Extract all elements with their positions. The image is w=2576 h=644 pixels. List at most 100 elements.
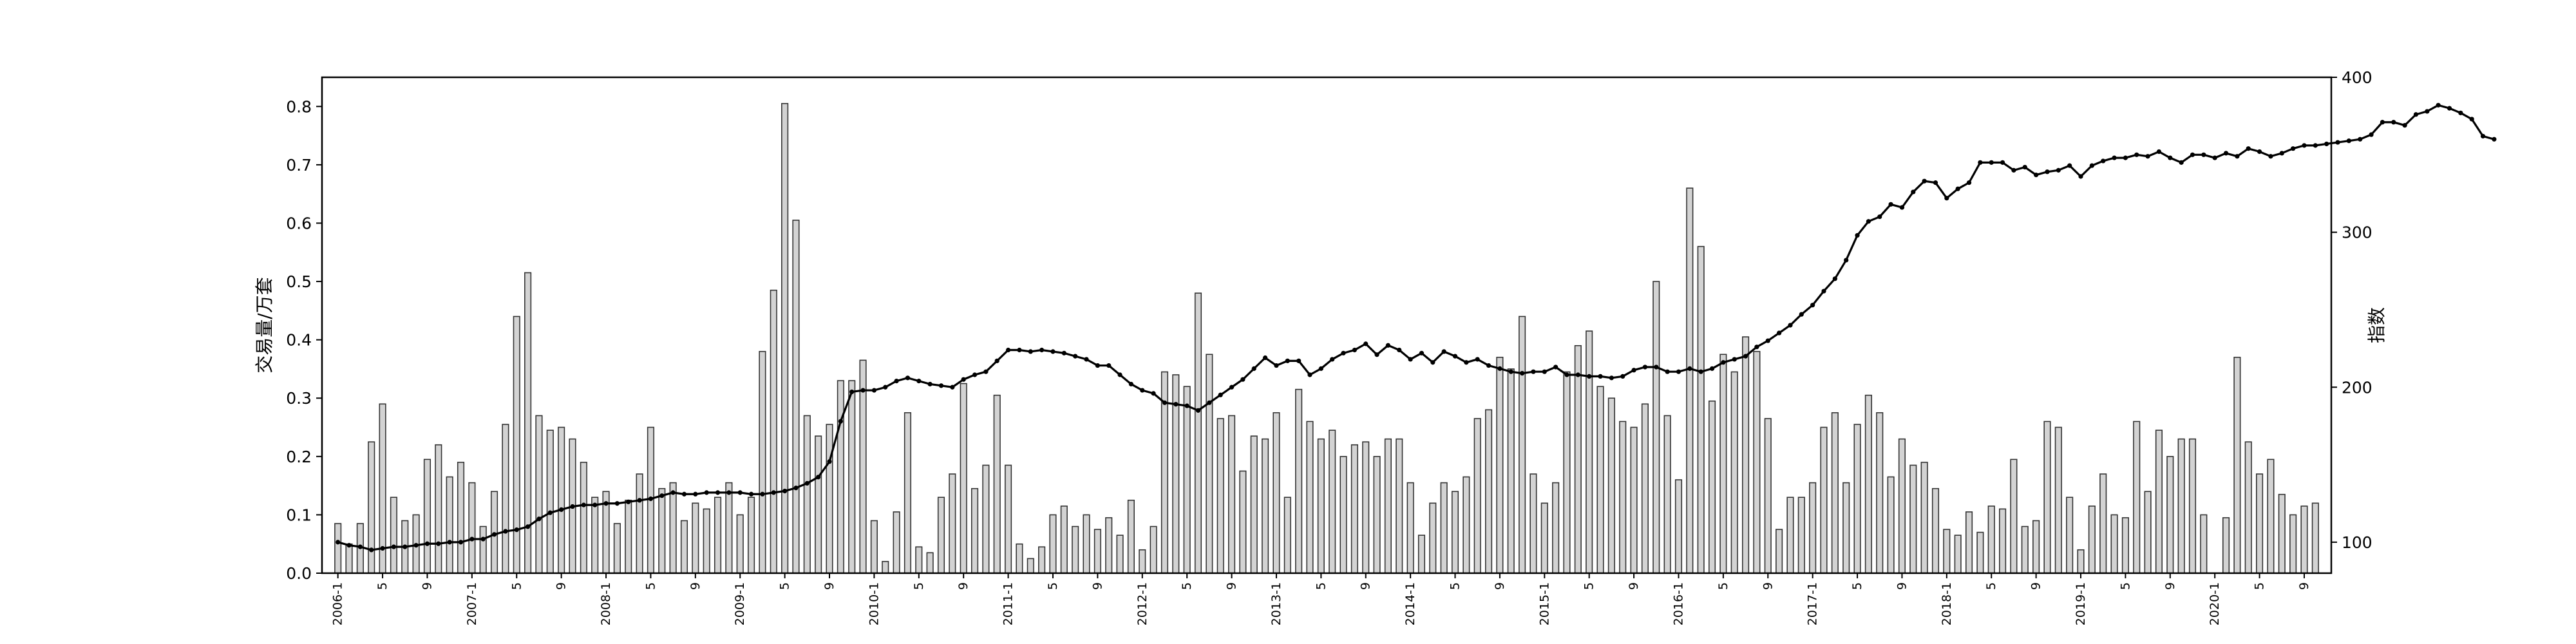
index-point-127	[1754, 345, 1759, 350]
index-point-83	[1262, 355, 1268, 361]
bar-151	[2021, 526, 2029, 574]
index-point-41	[793, 486, 799, 491]
bar-62	[1027, 558, 1034, 574]
left-tick-label-4: 0.4	[286, 331, 312, 350]
index-point-52	[916, 379, 922, 384]
bar-53	[926, 552, 934, 574]
index-point-120	[1676, 369, 1681, 374]
left-tick-label-7: 0.7	[286, 156, 312, 175]
bar-118	[1653, 281, 1660, 574]
index-point-162	[2145, 154, 2150, 159]
index-point-68	[1095, 363, 1100, 368]
bar-49	[882, 561, 889, 574]
index-point-65	[1061, 350, 1066, 355]
bar-142	[1920, 462, 1928, 574]
index-point-6	[402, 544, 408, 549]
right-tick-label-1: 200	[2342, 378, 2372, 397]
index-point-133	[1821, 289, 1826, 294]
bar-133	[1820, 426, 1828, 574]
right-tick-label-0: 100	[2342, 533, 2372, 552]
x-tick-label-32: 9	[1761, 582, 1775, 590]
bar-77	[1194, 292, 1202, 574]
index-point-109	[1553, 365, 1558, 370]
x-tick-label-0: 2006-1	[331, 582, 345, 625]
index-point-16	[514, 527, 519, 533]
bar-136	[1853, 424, 1861, 574]
bar-33	[703, 508, 710, 574]
x-tick-label-41: 9	[2163, 582, 2177, 590]
index-point-14	[491, 532, 497, 537]
x-tick-label-14: 9	[956, 582, 971, 590]
bar-157	[2088, 506, 2096, 574]
index-point-9	[436, 541, 441, 546]
index-point-100	[1452, 354, 1458, 359]
bar-130	[1786, 497, 1794, 574]
index-point-173	[2268, 154, 2273, 159]
x-tick-label-37: 5	[1984, 582, 1998, 590]
bar-149	[1999, 508, 2007, 574]
x-tick-label-4: 5	[509, 582, 524, 590]
index-point-139	[1888, 202, 1893, 207]
index-point-78	[1207, 400, 1212, 405]
index-point-167	[2201, 152, 2206, 157]
bar-97	[1417, 535, 1426, 574]
index-point-193	[2492, 137, 2497, 142]
bar-160	[2121, 517, 2129, 574]
index-point-158	[2101, 158, 2106, 164]
bar-131	[1797, 497, 1805, 574]
bar-105	[1507, 368, 1515, 574]
index-point-69	[1106, 363, 1112, 368]
left-axis: 0.0 0.1 0.2 0.3 0.4 0.5 0.6 0.7 0.8	[286, 97, 322, 583]
x-tick-label-15: 2011-1	[1001, 582, 1016, 625]
left-tick-label-8: 0.8	[286, 97, 312, 116]
index-point-187	[2425, 109, 2430, 114]
bar-121	[1686, 187, 1694, 574]
bar-8	[423, 459, 431, 574]
x-tick-label-9: 2009-1	[733, 582, 747, 625]
index-point-116	[1631, 368, 1636, 373]
bar-19	[546, 430, 554, 574]
bar-119	[1663, 415, 1671, 574]
index-point-164	[2168, 155, 2173, 160]
index-point-104	[1497, 366, 1502, 371]
index-point-64	[1050, 349, 1056, 354]
bar-122	[1697, 245, 1705, 574]
bar-171	[2244, 441, 2252, 574]
index-point-140	[1899, 205, 1905, 210]
bar-25	[613, 523, 621, 574]
index-point-54	[938, 383, 944, 388]
bar-23	[591, 497, 599, 574]
bar-114	[1607, 397, 1615, 574]
bar-158	[2099, 473, 2107, 574]
bar-167	[2200, 514, 2208, 574]
bar-102	[1473, 418, 1481, 574]
index-point-165	[2179, 160, 2184, 165]
index-point-126	[1743, 354, 1748, 359]
bar-44	[826, 424, 833, 574]
index-point-84	[1274, 363, 1279, 368]
bar-177	[2311, 502, 2319, 574]
index-point-175	[2291, 146, 2296, 151]
index-point-160	[2123, 155, 2128, 160]
index-point-122	[1698, 369, 1703, 374]
index-point-184	[2391, 120, 2396, 125]
index-point-91	[1352, 347, 1357, 353]
index-point-50	[894, 379, 899, 384]
bar-117	[1641, 403, 1649, 574]
index-point-40	[782, 488, 788, 494]
bar-65	[1060, 506, 1068, 574]
index-point-25	[614, 501, 620, 506]
index-point-44	[827, 459, 832, 464]
bar-60	[1005, 464, 1012, 574]
x-tick-label-31: 5	[1716, 582, 1730, 590]
x-tick-label-7: 5	[643, 582, 658, 590]
index-point-19	[547, 510, 553, 515]
index-point-119	[1665, 369, 1670, 374]
index-point-86	[1296, 358, 1302, 363]
index-point-138	[1877, 214, 1882, 220]
index-point-125	[1732, 357, 1737, 362]
index-point-161	[2134, 152, 2139, 157]
index-point-172	[2257, 149, 2262, 155]
bar-173	[2267, 459, 2275, 574]
bar-143	[1931, 488, 1940, 574]
